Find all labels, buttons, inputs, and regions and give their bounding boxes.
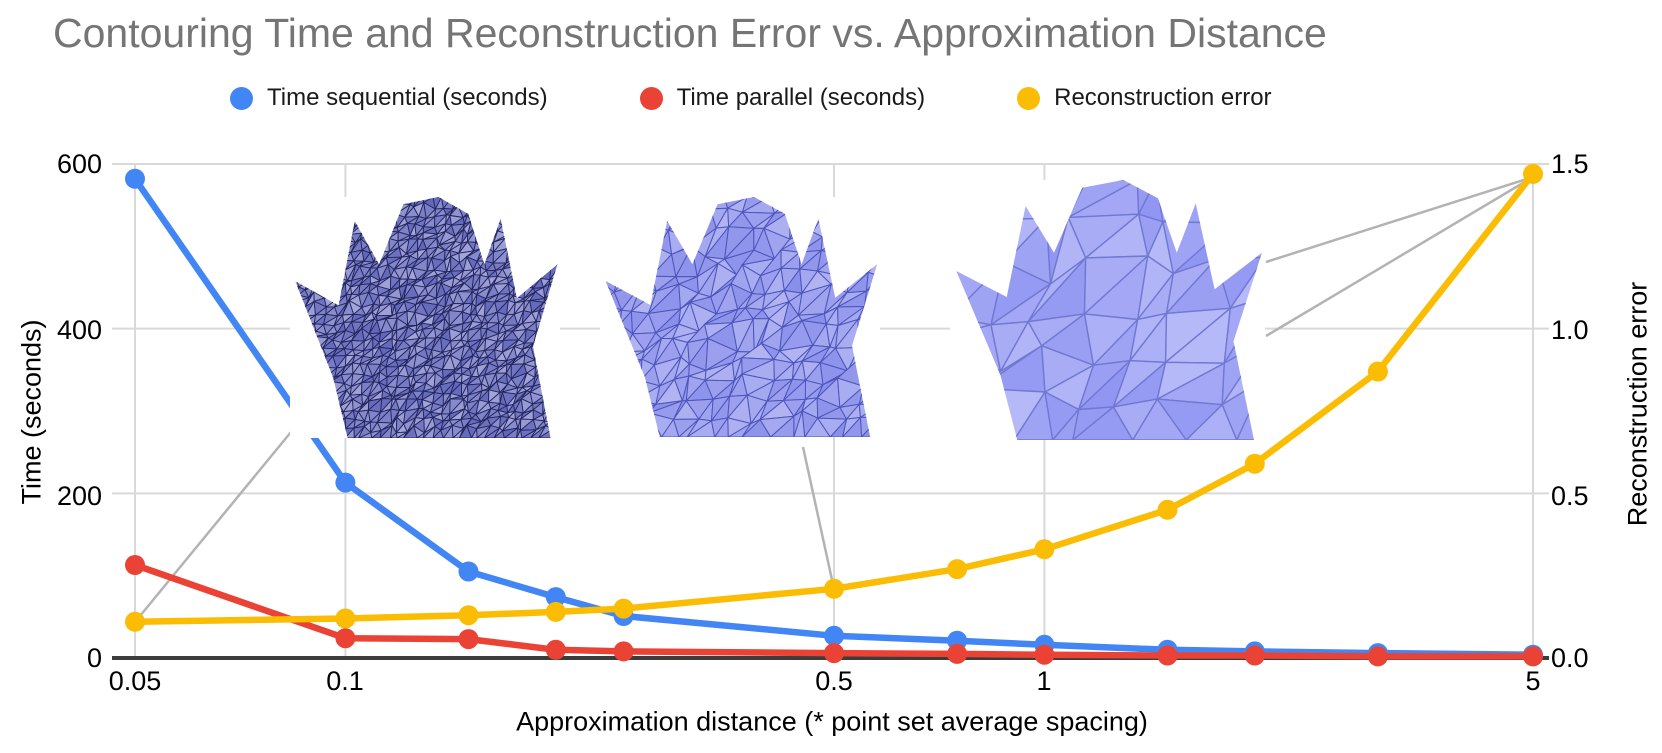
y-left-tick: 200: [56, 481, 102, 511]
y-right-tick: 1.5: [1551, 149, 1589, 179]
mesh-inset-medium: [600, 197, 880, 437]
data-point-reconstruction-error: [1157, 499, 1178, 520]
x-tick: 0.1: [326, 666, 364, 696]
data-point-reconstruction-error: [824, 578, 844, 599]
series-line-time-sequential-seconds: [131, 175, 1537, 658]
inset-connector-line: [1265, 175, 1534, 338]
data-point-time-parallel-seconds: [1244, 645, 1265, 666]
data-point-reconstruction-error: [613, 598, 634, 619]
x-axis-title: Approximation distance (* point set aver…: [516, 706, 1148, 737]
mesh-triangles: [956, 180, 1262, 440]
data-point-reconstruction-error: [545, 601, 566, 622]
data-point-reconstruction-error: [947, 559, 968, 580]
x-tick: 1: [1036, 666, 1052, 696]
x-tick: 5: [1525, 666, 1541, 696]
data-point-time-parallel-seconds: [824, 643, 844, 664]
y-left-axis-title: Time (seconds): [16, 319, 47, 505]
x-tick: 0.05: [108, 666, 162, 696]
data-point-reconstruction-error: [1034, 539, 1055, 560]
mesh-inset-coarse: [950, 180, 1265, 440]
data-point-time-parallel-seconds: [1034, 644, 1055, 665]
legend-dot-yellow-icon: [1017, 86, 1041, 110]
data-point-reconstruction-error: [1367, 361, 1388, 382]
legend-dot-red-icon: [639, 86, 663, 110]
mesh-triangles: [605, 197, 878, 437]
legend-item-reconstruction-error: Reconstruction error: [1017, 84, 1272, 112]
y-left-tick: 600: [56, 149, 102, 179]
mesh-triangles: [295, 197, 558, 438]
y-left-tick: 400: [56, 315, 102, 345]
legend-dot-blue-icon: [230, 86, 253, 110]
data-point-reconstruction-error: [458, 605, 479, 626]
series-line-time-parallel-seconds: [131, 561, 1537, 660]
data-point-time-parallel-seconds: [125, 555, 145, 575]
data-point-reconstruction-error: [1523, 163, 1543, 184]
y-left-tick: 0: [86, 643, 102, 673]
data-point-time-sequential-seconds: [458, 561, 479, 582]
inset-connector-line: [801, 446, 836, 590]
data-point-time-parallel-seconds: [947, 643, 968, 664]
x-tick: 0.5: [815, 666, 853, 696]
chart-title: Contouring Time and Reconstruction Error…: [53, 10, 1327, 56]
data-point-time-parallel-seconds: [545, 639, 566, 660]
legend-label: Time sequential (seconds): [267, 84, 548, 111]
legend-item-time-sequential: Time sequential (seconds): [230, 84, 548, 112]
y-right-tick: 1.0: [1551, 315, 1589, 345]
data-point-reconstruction-error: [125, 611, 145, 632]
data-point-time-sequential-seconds: [125, 168, 145, 189]
y-right-axis-title: Reconstruction error: [1622, 281, 1653, 527]
data-point-time-parallel-seconds: [1367, 646, 1388, 667]
inset-connector-line: [1265, 175, 1534, 264]
legend-label: Time parallel (seconds): [676, 84, 926, 111]
inset-connector-line: [134, 403, 315, 623]
data-point-time-sequential-seconds: [335, 472, 356, 493]
mesh-inset-dense: [290, 197, 560, 438]
data-point-time-sequential-seconds: [545, 587, 566, 608]
data-point-time-parallel-seconds: [458, 629, 479, 650]
data-point-time-sequential-seconds: [824, 625, 844, 646]
data-point-time-parallel-seconds: [1523, 646, 1543, 667]
series-line-reconstruction-error: [131, 170, 1537, 626]
data-point-reconstruction-error: [335, 608, 356, 629]
legend-label: Reconstruction error: [1054, 84, 1272, 111]
legend-item-time-parallel: Time parallel (seconds): [639, 84, 926, 112]
data-point-time-parallel-seconds: [335, 628, 356, 649]
data-point-reconstruction-error: [1244, 453, 1265, 474]
data-point-time-parallel-seconds: [613, 641, 634, 662]
y-right-tick: 0.0: [1551, 643, 1589, 673]
legend: Time sequential (seconds) Time parallel …: [0, 84, 1662, 112]
y-right-tick: 0.5: [1551, 481, 1589, 511]
data-point-time-parallel-seconds: [1157, 645, 1178, 666]
